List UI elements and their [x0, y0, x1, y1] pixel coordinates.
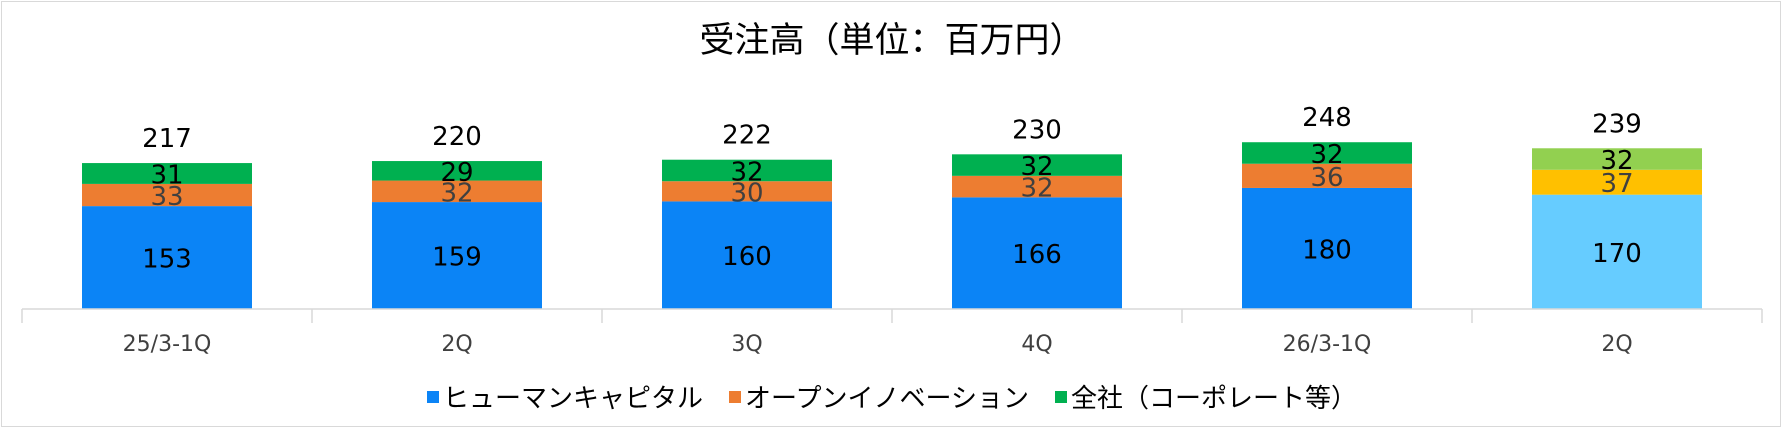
- data-label: 32: [1020, 174, 1053, 204]
- bar-segment: [82, 183, 252, 207]
- legend-item: ヒューマンキャピタル: [427, 378, 703, 415]
- bar-segment: [1242, 163, 1412, 188]
- bar-segment: [952, 154, 1122, 176]
- data-label: 153: [142, 245, 192, 275]
- data-label: 170: [1592, 239, 1642, 269]
- data-label: 30: [730, 178, 763, 208]
- data-label: 32: [1020, 152, 1053, 182]
- data-label: 37: [1600, 169, 1633, 199]
- total-label: 248: [1302, 103, 1352, 133]
- data-label: 32: [730, 157, 763, 187]
- legend-label: オープンイノベーション: [745, 384, 1029, 414]
- total-label: 217: [142, 124, 192, 154]
- bar-segment: [952, 197, 1122, 309]
- bar-segment: [662, 159, 832, 182]
- x-tick-label: 25/3-1Q: [123, 332, 212, 357]
- bar-segment: [662, 201, 832, 309]
- legend-swatch: [1054, 390, 1067, 403]
- x-tick-label: 2Q: [1601, 332, 1632, 357]
- bar-segment: [1532, 194, 1702, 309]
- legend-swatch: [729, 390, 742, 403]
- data-label: 33: [150, 182, 183, 212]
- chart-legend: ヒューマンキャピタル オープンイノベーション 全社（コーポレート等）: [0, 378, 1784, 415]
- data-label: 36: [1310, 163, 1343, 193]
- legend-label: ヒューマンキャピタル: [443, 384, 704, 414]
- bar-segment: [82, 206, 252, 309]
- chart-title: 受注高（単位：百万円）: [699, 21, 1084, 61]
- data-label: 159: [432, 243, 482, 273]
- data-label: 32: [440, 178, 473, 208]
- bar-segment: [1532, 169, 1702, 195]
- data-label: 166: [1012, 240, 1062, 270]
- x-tick-label: 2Q: [441, 332, 472, 357]
- bar-segment: [82, 163, 252, 184]
- bar-segment: [1532, 148, 1702, 170]
- legend-swatch: [427, 390, 440, 403]
- bar-segment: [372, 161, 542, 181]
- bar-segment: [1242, 142, 1412, 164]
- data-label: 180: [1302, 235, 1352, 265]
- total-label: 220: [432, 122, 482, 152]
- data-label: 160: [722, 242, 772, 272]
- data-label: 31: [150, 160, 183, 190]
- bar-segment: [372, 202, 542, 309]
- x-tick-label: 26/3-1Q: [1283, 332, 1372, 357]
- bar-segment: [952, 175, 1122, 198]
- legend-item: 全社（コーポレート等）: [1054, 378, 1357, 415]
- x-tick-label: 4Q: [1021, 332, 1052, 357]
- data-label: 29: [440, 158, 473, 188]
- legend-label: 全社（コーポレート等）: [1070, 384, 1357, 414]
- data-label: 32: [1310, 140, 1343, 170]
- data-label: 32: [1600, 146, 1633, 176]
- x-tick-label: 3Q: [731, 332, 762, 357]
- total-label: 239: [1592, 109, 1642, 139]
- total-label: 230: [1012, 115, 1062, 145]
- bar-segment: [372, 180, 542, 203]
- bar-segment: [662, 181, 832, 202]
- legend-item: オープンイノベーション: [729, 378, 1029, 415]
- bar-segment: [1242, 187, 1412, 309]
- total-label: 222: [722, 121, 772, 151]
